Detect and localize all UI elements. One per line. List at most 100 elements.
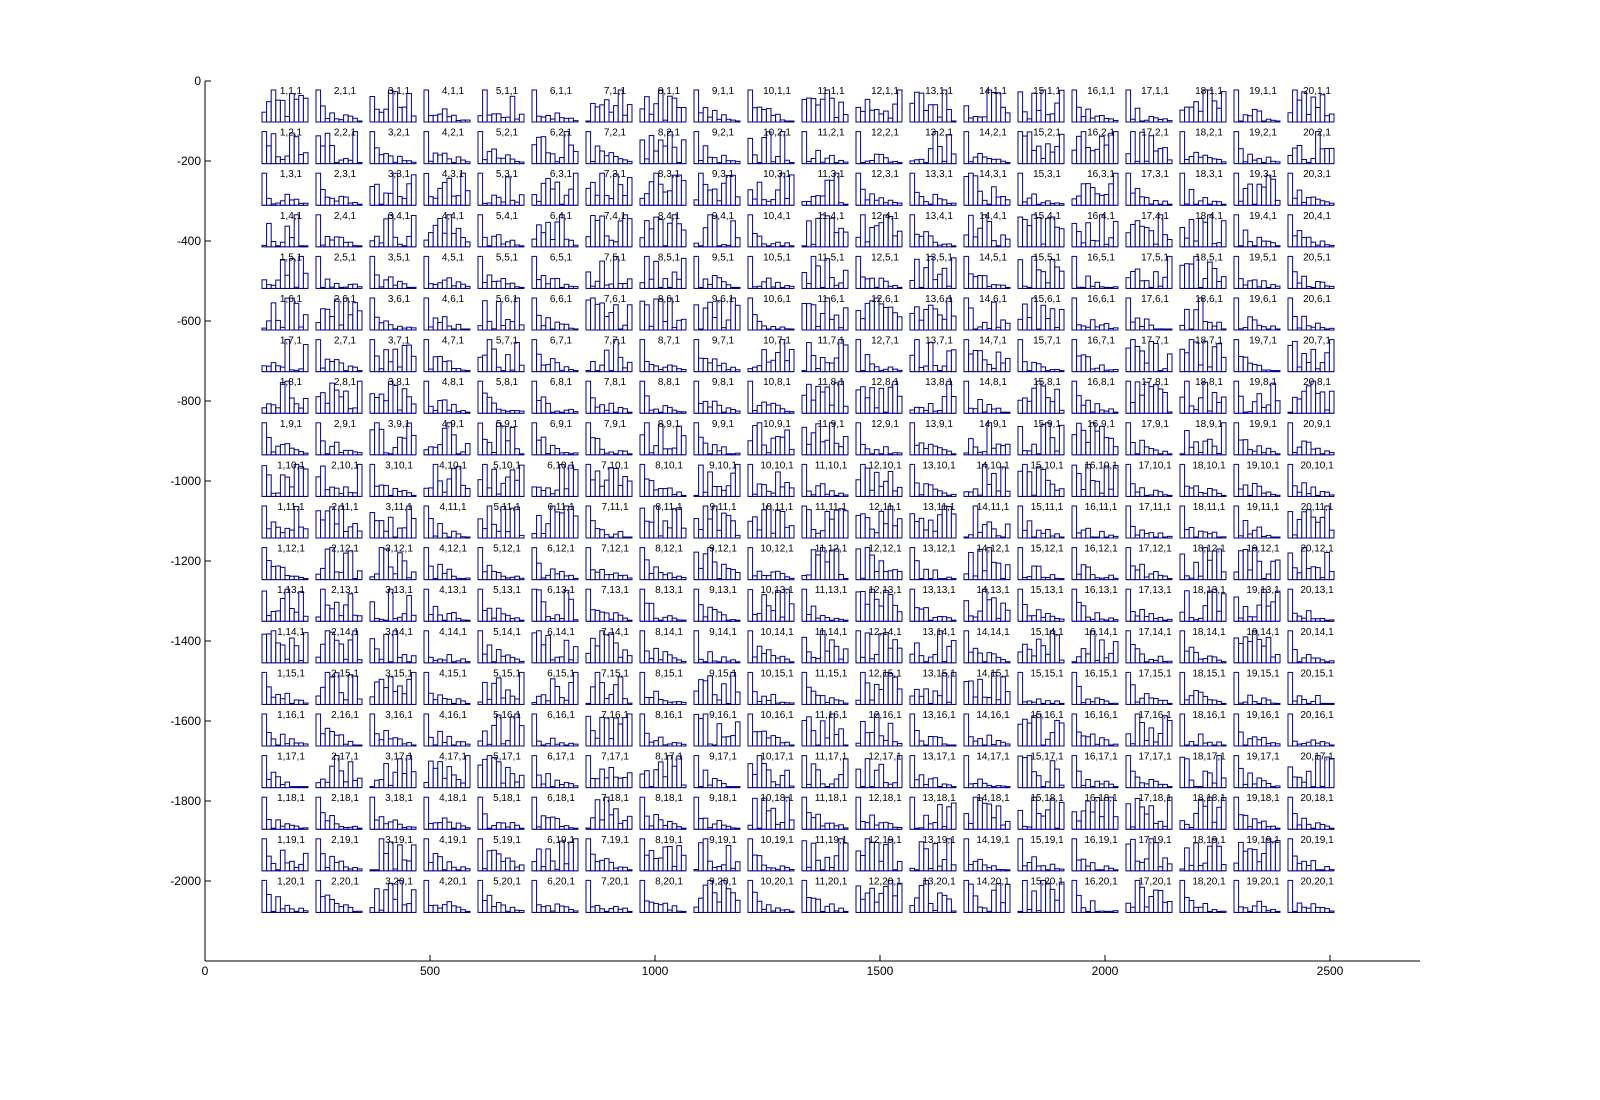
histogram-bar (1274, 199, 1281, 206)
histogram-bar (1108, 783, 1114, 789)
histogram-bar (1292, 700, 1298, 705)
histogram-bar (806, 716, 812, 747)
histogram-bar (352, 245, 358, 248)
histogram-bar (644, 559, 650, 581)
histogram-bar (536, 562, 542, 581)
histogram-bar (1265, 240, 1272, 248)
cell-label: 15,2,1 (1033, 128, 1061, 139)
histogram-bar (1166, 702, 1173, 705)
histogram-bar (477, 838, 484, 872)
histogram-bar (860, 577, 866, 581)
histogram-bar (491, 825, 497, 830)
histogram-bar (698, 528, 704, 539)
histogram-bar (446, 568, 453, 581)
cell-label: 11,3,1 (817, 169, 844, 180)
histogram-bar (756, 570, 763, 581)
histogram-bar (568, 841, 574, 872)
histogram-bar (613, 339, 619, 373)
histogram-bar (765, 490, 772, 497)
cell-label: 3,10,1 (385, 460, 413, 471)
histogram-bar (279, 444, 286, 456)
histogram-bar (1296, 743, 1303, 747)
histogram-bar (1166, 328, 1173, 331)
histogram-bar (1247, 848, 1253, 872)
histogram-bar (730, 520, 736, 539)
histogram-bar (1216, 845, 1222, 872)
histogram-bar (734, 661, 741, 664)
histogram-bar (725, 284, 732, 289)
histogram-cell: 15,7,1 (1017, 336, 1065, 373)
histogram-bar (995, 617, 1002, 622)
histogram-bar (869, 731, 875, 747)
histogram-bar (1220, 593, 1227, 622)
histogram-bar (1108, 408, 1114, 414)
histogram-bar (1049, 369, 1056, 373)
histogram-bar (518, 725, 525, 747)
histogram-bar (275, 445, 281, 456)
histogram-bar (644, 602, 650, 622)
histogram-bar (1265, 534, 1272, 539)
histogram-bar (374, 274, 380, 289)
histogram-bar (1197, 110, 1204, 123)
histogram-bar (725, 786, 732, 789)
histogram-bar (869, 193, 875, 206)
histogram-bar (298, 576, 304, 581)
histogram-bar (505, 614, 511, 622)
histogram-bar (869, 814, 875, 830)
histogram-bar (369, 186, 376, 206)
histogram-bar (1054, 768, 1060, 789)
histogram-cell: 13,18,1 (909, 793, 957, 830)
histogram-bar (1085, 441, 1091, 456)
histogram-bar (626, 480, 633, 497)
histogram-bar (991, 447, 997, 456)
histogram-cell: 14,8,1 (963, 377, 1011, 414)
histogram-cell: 5,15,1 (477, 668, 525, 705)
histogram-bar (1076, 573, 1082, 581)
histogram-bar (1040, 366, 1047, 373)
histogram-bar (986, 697, 993, 705)
histogram-bar (770, 437, 777, 456)
histogram-bar (829, 866, 835, 872)
histogram-bar (1089, 701, 1096, 705)
histogram-cell: 6,14,1 (531, 627, 579, 664)
histogram-bar (1045, 282, 1051, 289)
histogram-bar (1274, 654, 1281, 664)
histogram-bar (927, 867, 934, 872)
histogram-bar (765, 328, 772, 331)
histogram-bar (833, 116, 840, 123)
histogram-bar (864, 199, 871, 206)
histogram-bar (441, 741, 448, 747)
cell-label: 4,4,1 (442, 211, 465, 222)
histogram-bar (549, 278, 556, 289)
histogram-cell: 13,13,1 (909, 585, 957, 622)
histogram-bar (545, 453, 551, 456)
histogram-bar (509, 321, 516, 331)
cell-label: 2,12,1 (331, 544, 359, 555)
histogram-bar (387, 155, 394, 165)
histogram-bar (981, 696, 988, 705)
histogram-bar (279, 200, 286, 206)
cell-label: 14,1,1 (979, 86, 1007, 97)
histogram-bar (860, 318, 866, 331)
histogram-bar (721, 656, 727, 664)
histogram-bar (981, 451, 988, 456)
histogram-bar (878, 113, 885, 123)
histogram-bar (1085, 736, 1091, 747)
histogram-cell: 1,16,1 (261, 710, 309, 747)
histogram-bar (1153, 328, 1159, 331)
histogram-cell: 8,6,1 (639, 294, 687, 331)
histogram-bar (918, 494, 925, 497)
histogram-bar (1157, 203, 1164, 206)
histogram-bar (464, 285, 471, 289)
histogram-cell: 13,8,1 (909, 377, 957, 414)
histogram-bar (1026, 286, 1033, 289)
histogram-bar (343, 196, 349, 206)
cell-label: 11,10,1 (815, 460, 848, 471)
histogram-bar (1197, 286, 1204, 289)
histogram-cell: 6,11,1 (531, 502, 579, 539)
histogram-bar (387, 738, 394, 747)
histogram-cell: 19,14,1 (1233, 627, 1281, 664)
histogram-bar (1220, 276, 1227, 289)
histogram-bar (464, 702, 471, 705)
histogram-bar (1045, 143, 1051, 165)
